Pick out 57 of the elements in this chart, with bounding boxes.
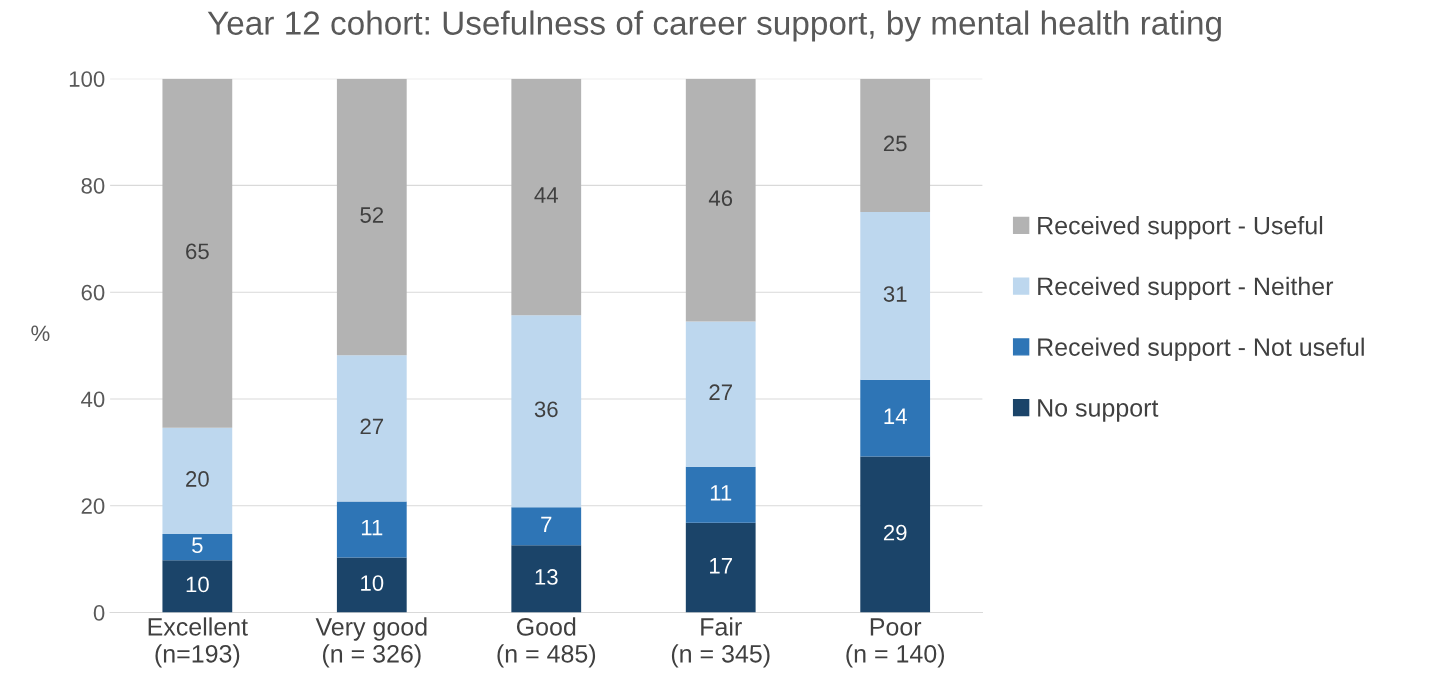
data-label: 65 [186, 243, 209, 260]
bar [860, 456, 931, 613]
bar [860, 78, 931, 213]
legend-label: No support [1038, 399, 1159, 422]
bar [336, 557, 407, 613]
bar [162, 534, 233, 561]
bar [511, 545, 582, 613]
x-tick-label: Fair (n = 345) [671, 617, 770, 668]
bar [685, 466, 756, 523]
bar [162, 560, 233, 613]
data-label: 52 [360, 207, 384, 223]
data-label: 20 [186, 471, 209, 487]
legend-label: Received support - Neither [1038, 276, 1334, 301]
bar [336, 501, 407, 558]
y-tick-label: 60 [81, 284, 105, 301]
data-label: 11 [710, 485, 732, 501]
bar [162, 427, 233, 535]
data-label: 7 [541, 516, 552, 533]
bar [685, 522, 756, 613]
y-tick-label: 0 [93, 605, 105, 621]
bar [511, 507, 582, 546]
bar [860, 212, 931, 380]
x-tick-label: Good (n = 485) [497, 617, 596, 668]
data-label: 27 [709, 384, 732, 400]
y-axis-title: % [31, 325, 50, 342]
y-tick-label: 80 [81, 177, 105, 194]
bar [511, 315, 582, 508]
y-tick-label: 20 [81, 498, 105, 514]
data-label: 29 [883, 524, 907, 541]
x-tick-label: Poor (n = 140) [846, 618, 945, 668]
chart-title: Year 12 cohort: Usefulness of career support, by mental health rating [207, 10, 1221, 42]
data-label: 10 [361, 575, 384, 591]
y-tick-label: 100 [69, 71, 105, 87]
data-label: 44 [534, 187, 558, 203]
data-label: 13 [535, 569, 558, 585]
data-label: 11 [361, 519, 383, 536]
bar [336, 78, 407, 356]
data-label: 5 [192, 537, 203, 554]
legend-label: Received support - Useful [1038, 216, 1323, 240]
bar [685, 78, 756, 322]
data-label: 31 [883, 286, 907, 302]
legend-label: Received support - Not useful [1038, 337, 1364, 361]
data-label: 10 [186, 576, 209, 593]
bar [685, 321, 756, 467]
y-tick-label: 40 [81, 391, 105, 408]
data-label: 17 [710, 558, 732, 574]
bar [860, 379, 931, 457]
data-label: 46 [708, 190, 733, 207]
bar [511, 78, 582, 316]
data-label: 25 [883, 135, 907, 152]
data-label: 14 [884, 408, 907, 424]
bar [336, 355, 407, 502]
x-tick-label: Very good (n = 326) [315, 617, 427, 668]
data-label: 27 [360, 418, 384, 435]
data-label: 36 [534, 401, 558, 418]
x-tick-label: Excellent (n=193) [148, 617, 248, 668]
bar [162, 78, 233, 428]
